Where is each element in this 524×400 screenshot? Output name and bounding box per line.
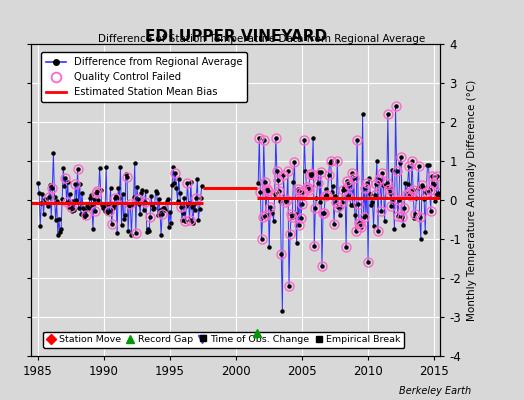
Legend: Station Move, Record Gap, Time of Obs. Change, Empirical Break: Station Move, Record Gap, Time of Obs. C… [42,332,405,348]
Text: Berkeley Earth: Berkeley Earth [399,386,472,396]
Y-axis label: Monthly Temperature Anomaly Difference (°C): Monthly Temperature Anomaly Difference (… [466,79,477,321]
Title: EDI UPPER VINEYARD: EDI UPPER VINEYARD [145,29,327,44]
Text: Difference of Station Temperature Data from Regional Average: Difference of Station Temperature Data f… [99,34,425,44]
